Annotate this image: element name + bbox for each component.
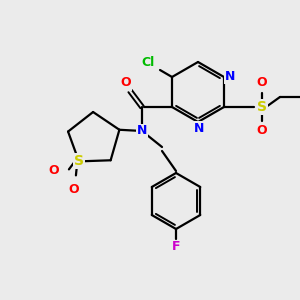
Text: Cl: Cl — [141, 56, 154, 70]
Text: F: F — [172, 241, 180, 254]
Text: O: O — [49, 164, 59, 177]
Text: O: O — [257, 76, 267, 89]
Text: N: N — [225, 70, 235, 83]
Text: N: N — [194, 122, 204, 134]
Text: S: S — [257, 100, 267, 114]
Text: O: O — [69, 183, 79, 196]
Text: N: N — [137, 124, 147, 137]
Text: O: O — [121, 76, 131, 89]
Text: O: O — [257, 124, 267, 137]
Text: S: S — [74, 154, 84, 168]
